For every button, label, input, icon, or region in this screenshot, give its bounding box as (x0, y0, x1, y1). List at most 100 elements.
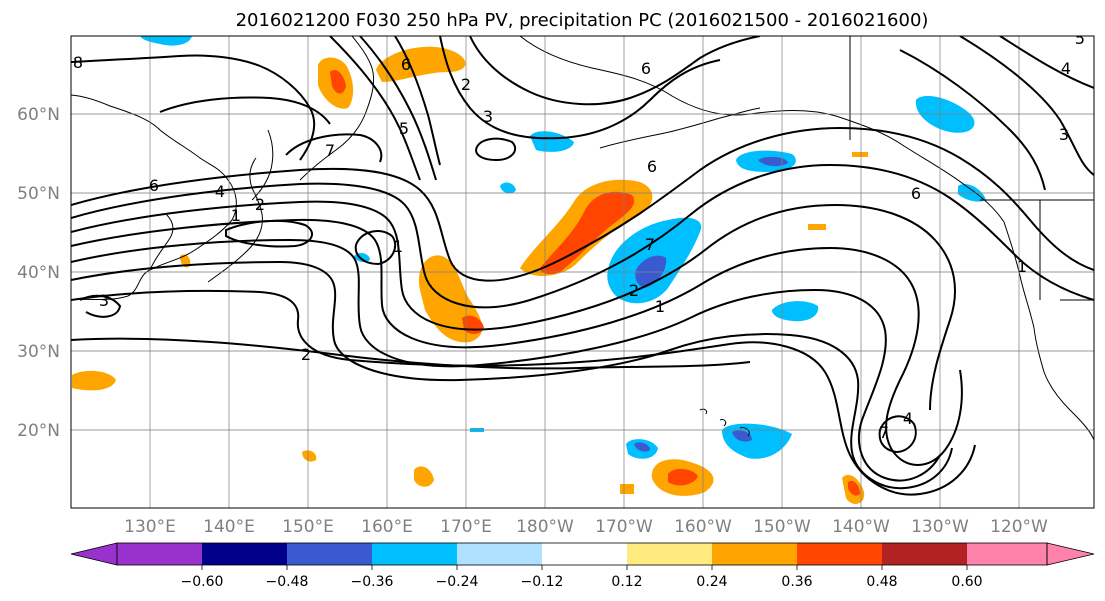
lat-label: 20°N (17, 421, 60, 441)
colorbar-segment (882, 543, 967, 565)
lon-label: 130°E (124, 517, 176, 537)
pv-contour-line (159, 96, 331, 125)
coastline-sakhalin (251, 129, 274, 201)
pv-contour-label: 8 (73, 53, 83, 72)
colorbar-segment (797, 543, 882, 565)
map-panel: 8 2 3 7 6 6 4 1 2 1 2 3 7 2 1 6 1 3 4 6 (70, 35, 1095, 509)
lon-label: 170°E (440, 517, 492, 537)
colorbar: −0.60 −0.48 −0.36 −0.24 −0.12 0.12 0.24 … (70, 542, 1095, 590)
coastline-japan (207, 157, 263, 283)
pv-contour-label: 6 (149, 176, 159, 195)
pv-contour-label: 6 (641, 59, 651, 78)
pv-contour-line (878, 415, 917, 454)
colorbar-segment (627, 543, 712, 565)
pv-contour-label: 7 (645, 235, 655, 254)
colorbar-extend-high (1046, 542, 1095, 566)
colorbar-tick-label: −0.24 (436, 574, 479, 590)
pv-contour-line (71, 337, 751, 370)
pv-contour-label: 4 (903, 409, 913, 428)
pv-contour-line (225, 219, 314, 248)
precip-positive-patch (620, 484, 634, 494)
colorbar-extend-low (70, 542, 118, 566)
pv-contour-label: 2 (461, 75, 471, 94)
coastline-kamchatka (299, 36, 375, 181)
pv-contour-label: 1 (1017, 257, 1027, 276)
precip-strong-negative-patch (758, 156, 788, 167)
precip-strong-positive-patch (848, 480, 860, 496)
lon-label: 140°E (203, 517, 255, 537)
colorbar-tick-label: 0.12 (611, 574, 642, 590)
colorbar-tick-label: −0.36 (351, 574, 394, 590)
pv-contour-label: 7 (879, 423, 889, 442)
pv-contour-label: 3 (483, 107, 493, 126)
precip-positive-patch (72, 370, 116, 391)
colorbar-tick-label: −0.12 (521, 574, 564, 590)
colorbar-tick-label: 0.36 (781, 574, 812, 590)
precip-negative-patch (530, 131, 574, 152)
precip-strong-positive-patch (330, 69, 346, 94)
pv-contour-line (71, 260, 953, 490)
lon-label: 130°W (911, 517, 969, 537)
precip-negative-patch (140, 36, 192, 46)
colorbar-tick-label: 0.24 (696, 574, 727, 590)
lon-label: 120°W (990, 517, 1048, 537)
coastline-alaska (519, 36, 1005, 223)
pv-contour-line (329, 36, 421, 181)
precip-negative-patch (772, 301, 819, 322)
pv-contour-line (285, 133, 383, 163)
colorbar-segment (287, 543, 372, 565)
precip-strong-positive-patch (540, 191, 635, 275)
lon-label: 150°E (282, 517, 334, 537)
coastline-aleutians (599, 107, 761, 149)
longitude-labels: 130°E 140°E 150°E 160°E 170°E 180°W 170°… (124, 517, 1048, 537)
pv-contour-line (71, 163, 1094, 309)
precip-negative-patch (500, 182, 516, 194)
lon-label: 160°W (674, 517, 732, 537)
pv-contour-line (71, 238, 941, 482)
pv-contour-label: 7 (325, 141, 335, 160)
pv-contours (71, 36, 1094, 496)
pv-contour-line (354, 230, 397, 266)
pv-contour-label: 4 (1061, 59, 1071, 78)
pv-contour-label: 3 (1059, 125, 1069, 144)
lon-label: 160°E (361, 517, 413, 537)
lat-label: 40°N (17, 263, 60, 283)
pv-contour-label: 2 (255, 195, 265, 214)
border-line (849, 36, 1094, 301)
pv-contour-line (469, 36, 761, 106)
coastline-asia (71, 94, 237, 301)
lon-label: 180°W (516, 517, 574, 537)
colorbar-outline (116, 542, 1048, 566)
colorbar-ticks (201, 565, 968, 570)
pv-contour-line (959, 36, 1094, 176)
pv-contour-label: 4 (215, 182, 225, 201)
pv-contour-line (359, 36, 437, 181)
lon-label: 150°W (753, 517, 811, 537)
precip-strong-negative-patch (732, 430, 752, 442)
pv-contour-label: 2 (301, 345, 311, 364)
lat-label: 30°N (17, 342, 60, 362)
pv-contour-line (71, 200, 956, 411)
colorbar-segment (202, 543, 287, 565)
colorbar-tick-labels: −0.60 −0.48 −0.36 −0.24 −0.12 0.12 0.24 … (181, 574, 983, 590)
lon-label: 170°W (595, 517, 653, 537)
precip-strong-negative-patch (634, 442, 650, 452)
colorbar-segment (372, 543, 457, 565)
pv-contour-line (394, 36, 441, 166)
pv-contour-label: 6 (401, 55, 411, 74)
precip-positive-patch (852, 152, 868, 157)
colorbar-tick-label: 0.60 (951, 574, 982, 590)
colorbar-segment (967, 543, 1047, 565)
latitude-labels: 60°N 50°N 40°N 30°N 20°N (17, 105, 60, 441)
pv-contour-line (71, 54, 316, 161)
pv-contour-label: 2 (629, 281, 639, 300)
pv-contour-label: 1 (655, 297, 665, 316)
pv-contour-line (999, 36, 1094, 89)
pv-contour-line (71, 126, 1094, 282)
lat-lon-gridlines (71, 36, 1094, 508)
map-frame (70, 35, 1095, 509)
precip-positive-patch (808, 224, 826, 230)
coastline-korea (149, 213, 174, 271)
pv-contour-label: 1 (393, 237, 403, 256)
